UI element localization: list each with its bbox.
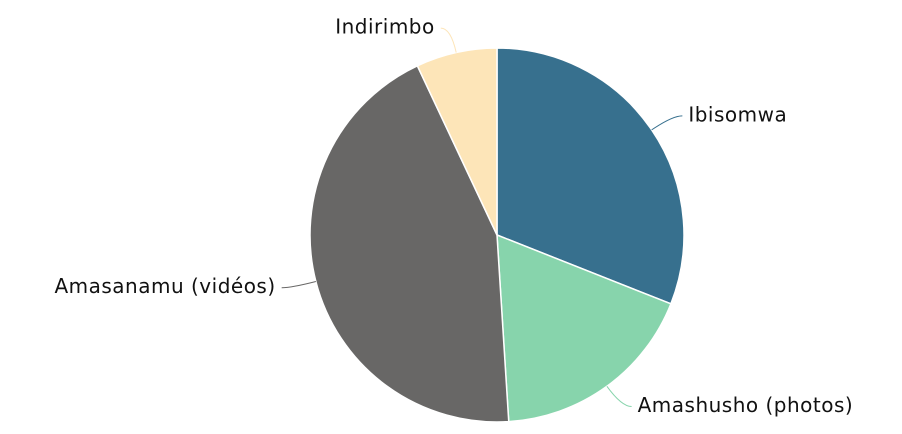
leader-line [440, 27, 457, 53]
pie-slice [496, 47, 685, 305]
slice-label: Indirimbo [335, 15, 435, 39]
leader-line [281, 281, 316, 289]
slice-label: Amashusho (photos) [638, 393, 854, 417]
leader-line [651, 115, 683, 131]
pie-slice [496, 233, 672, 423]
slice-label: Ibisomwa [688, 102, 787, 126]
slice-label: Amasanamu (vidéos) [54, 274, 275, 298]
leader-line [606, 385, 632, 408]
